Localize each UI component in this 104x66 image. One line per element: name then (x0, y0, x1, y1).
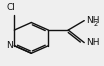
Text: NH: NH (86, 16, 100, 25)
Text: 2: 2 (93, 21, 98, 27)
Text: NH: NH (86, 38, 100, 47)
Text: N: N (6, 41, 13, 50)
Text: Cl: Cl (7, 3, 16, 12)
